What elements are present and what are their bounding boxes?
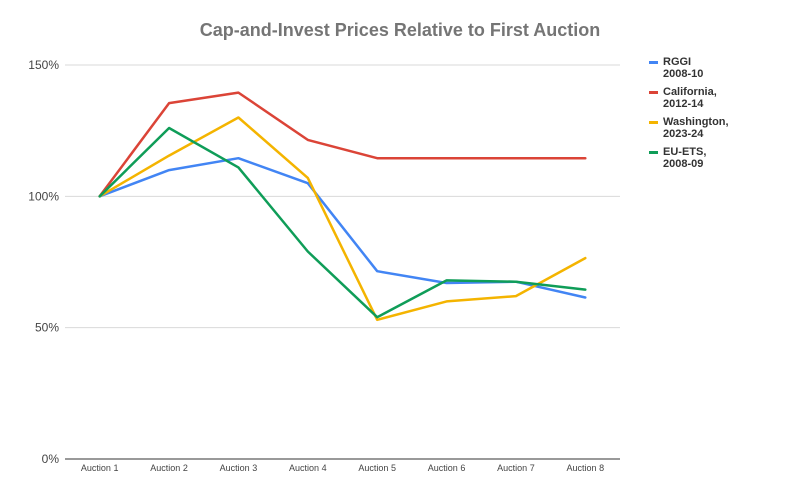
series-line-0 bbox=[98, 156, 587, 299]
gridlines bbox=[65, 64, 620, 329]
legend-swatch bbox=[649, 121, 658, 124]
x-tick-label: Auction 4 bbox=[289, 463, 327, 473]
y-tick-label: 150% bbox=[28, 58, 59, 72]
chart-title: Cap-and-Invest Prices Relative to First … bbox=[199, 20, 601, 40]
x-tick-label: Auction 6 bbox=[428, 463, 466, 473]
x-tick-label: Auction 2 bbox=[150, 463, 188, 473]
x-tick-label: Auction 5 bbox=[358, 463, 396, 473]
y-tick-label: 50% bbox=[35, 321, 59, 335]
legend-swatch bbox=[649, 151, 658, 154]
legend-label: EU-ETS, 2008-09 bbox=[663, 146, 706, 170]
series-line-3 bbox=[98, 126, 587, 319]
x-tick-label: Auction 7 bbox=[497, 463, 535, 473]
x-tick-label: Auction 8 bbox=[567, 463, 605, 473]
legend-swatch bbox=[649, 61, 658, 64]
series-line-1 bbox=[98, 91, 587, 198]
series-lines bbox=[98, 91, 587, 322]
legend-label: RGGI 2008-10 bbox=[663, 56, 703, 80]
axes: 0% 50% 100% 150% Auction 1 Auction 2 Auction 3… bbox=[28, 58, 620, 473]
series-line-2 bbox=[98, 116, 587, 322]
x-tick-label: Auction 1 bbox=[81, 463, 119, 473]
legend-swatch bbox=[649, 91, 658, 94]
y-tick-label: 100% bbox=[28, 189, 59, 203]
y-tick-label: 0% bbox=[42, 452, 60, 466]
legend-label: Washington, 2023-24 bbox=[663, 116, 729, 140]
x-tick-label: Auction 3 bbox=[220, 463, 258, 473]
legend-label: California, 2012-14 bbox=[663, 86, 717, 110]
legend: RGGI 2008-10 California, 2012-14 Washington,… bbox=[649, 56, 729, 170]
